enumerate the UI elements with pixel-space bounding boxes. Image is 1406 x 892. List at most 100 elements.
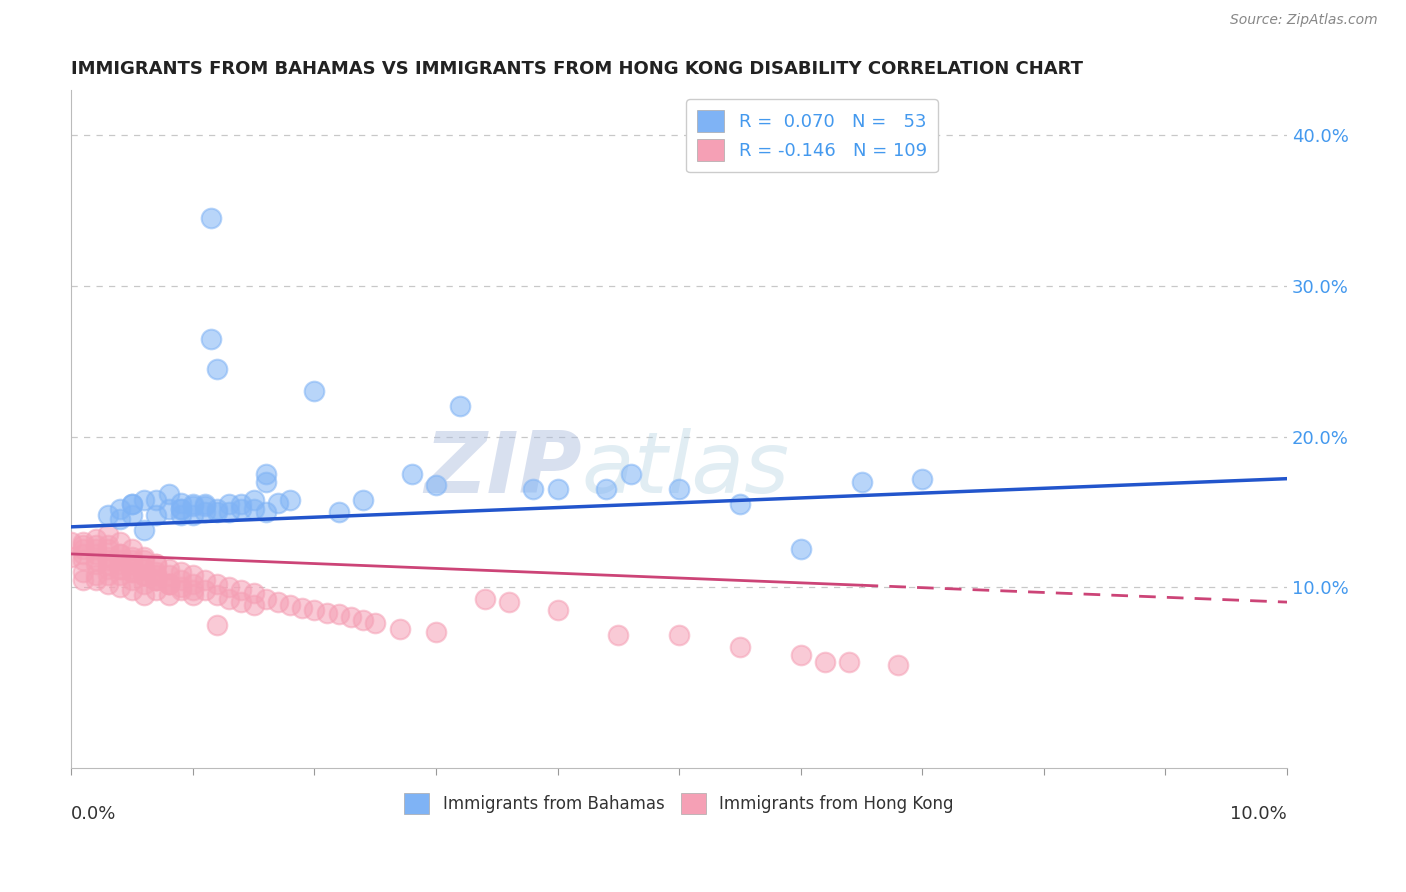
Text: IMMIGRANTS FROM BAHAMAS VS IMMIGRANTS FROM HONG KONG DISABILITY CORRELATION CHAR: IMMIGRANTS FROM BAHAMAS VS IMMIGRANTS FR… bbox=[72, 60, 1083, 78]
Point bbox=[157, 486, 180, 500]
Point bbox=[169, 573, 191, 587]
Point bbox=[205, 501, 228, 516]
Point bbox=[121, 562, 143, 576]
Point bbox=[169, 496, 191, 510]
Point bbox=[498, 595, 520, 609]
Point bbox=[97, 558, 120, 572]
Point bbox=[181, 583, 204, 598]
Point bbox=[205, 577, 228, 591]
Point bbox=[72, 573, 94, 587]
Point bbox=[315, 606, 337, 620]
Point bbox=[205, 361, 228, 376]
Point bbox=[134, 588, 156, 602]
Point bbox=[97, 577, 120, 591]
Point bbox=[194, 499, 217, 513]
Point bbox=[218, 592, 240, 607]
Point bbox=[851, 475, 873, 489]
Point bbox=[231, 497, 253, 511]
Point bbox=[121, 508, 143, 522]
Point bbox=[254, 592, 277, 607]
Point bbox=[218, 497, 240, 511]
Point bbox=[97, 542, 120, 557]
Text: atlas: atlas bbox=[582, 428, 790, 511]
Text: ZIP: ZIP bbox=[425, 428, 582, 511]
Point bbox=[205, 617, 228, 632]
Point bbox=[134, 549, 156, 564]
Point bbox=[157, 577, 180, 591]
Point bbox=[790, 542, 813, 557]
Point bbox=[231, 595, 253, 609]
Point bbox=[401, 467, 423, 482]
Point bbox=[278, 492, 301, 507]
Point bbox=[181, 577, 204, 591]
Point bbox=[388, 622, 411, 636]
Point bbox=[522, 482, 544, 496]
Point bbox=[194, 583, 217, 598]
Point bbox=[218, 580, 240, 594]
Point bbox=[134, 562, 156, 576]
Point bbox=[728, 497, 751, 511]
Point bbox=[145, 583, 167, 598]
Point bbox=[304, 602, 326, 616]
Point bbox=[121, 549, 143, 564]
Point bbox=[84, 553, 107, 567]
Point bbox=[328, 607, 350, 622]
Point bbox=[134, 523, 156, 537]
Point bbox=[84, 558, 107, 572]
Point bbox=[242, 598, 264, 612]
Point bbox=[84, 573, 107, 587]
Point bbox=[340, 610, 363, 624]
Point bbox=[194, 497, 217, 511]
Point bbox=[121, 565, 143, 579]
Point bbox=[169, 501, 191, 516]
Point bbox=[97, 568, 120, 582]
Point bbox=[108, 501, 131, 516]
Point bbox=[97, 508, 120, 522]
Point bbox=[352, 613, 374, 627]
Text: 10.0%: 10.0% bbox=[1230, 805, 1286, 823]
Point bbox=[242, 501, 264, 516]
Point bbox=[121, 497, 143, 511]
Point bbox=[97, 527, 120, 541]
Point bbox=[84, 532, 107, 546]
Point bbox=[134, 553, 156, 567]
Point bbox=[97, 553, 120, 567]
Point bbox=[200, 211, 222, 226]
Point bbox=[108, 580, 131, 594]
Point bbox=[108, 562, 131, 576]
Point bbox=[181, 588, 204, 602]
Point bbox=[157, 588, 180, 602]
Point bbox=[134, 568, 156, 582]
Point bbox=[814, 656, 837, 670]
Point bbox=[194, 505, 217, 519]
Point bbox=[145, 492, 167, 507]
Point bbox=[72, 538, 94, 552]
Point bbox=[205, 505, 228, 519]
Point bbox=[267, 595, 290, 609]
Point bbox=[364, 616, 387, 631]
Point bbox=[254, 467, 277, 482]
Point bbox=[218, 505, 240, 519]
Point bbox=[121, 573, 143, 587]
Point bbox=[60, 549, 83, 564]
Point bbox=[121, 583, 143, 598]
Point bbox=[121, 542, 143, 557]
Point bbox=[157, 562, 180, 576]
Point bbox=[72, 553, 94, 567]
Point bbox=[145, 508, 167, 522]
Point bbox=[84, 542, 107, 557]
Point bbox=[121, 565, 143, 579]
Point bbox=[205, 588, 228, 602]
Text: Source: ZipAtlas.com: Source: ZipAtlas.com bbox=[1230, 13, 1378, 28]
Point bbox=[84, 547, 107, 561]
Point bbox=[84, 568, 107, 582]
Point bbox=[108, 568, 131, 582]
Point bbox=[547, 602, 569, 616]
Point bbox=[619, 467, 641, 482]
Point bbox=[267, 496, 290, 510]
Point bbox=[108, 558, 131, 572]
Point bbox=[328, 505, 350, 519]
Text: 0.0%: 0.0% bbox=[72, 805, 117, 823]
Point bbox=[145, 573, 167, 587]
Point bbox=[595, 482, 617, 496]
